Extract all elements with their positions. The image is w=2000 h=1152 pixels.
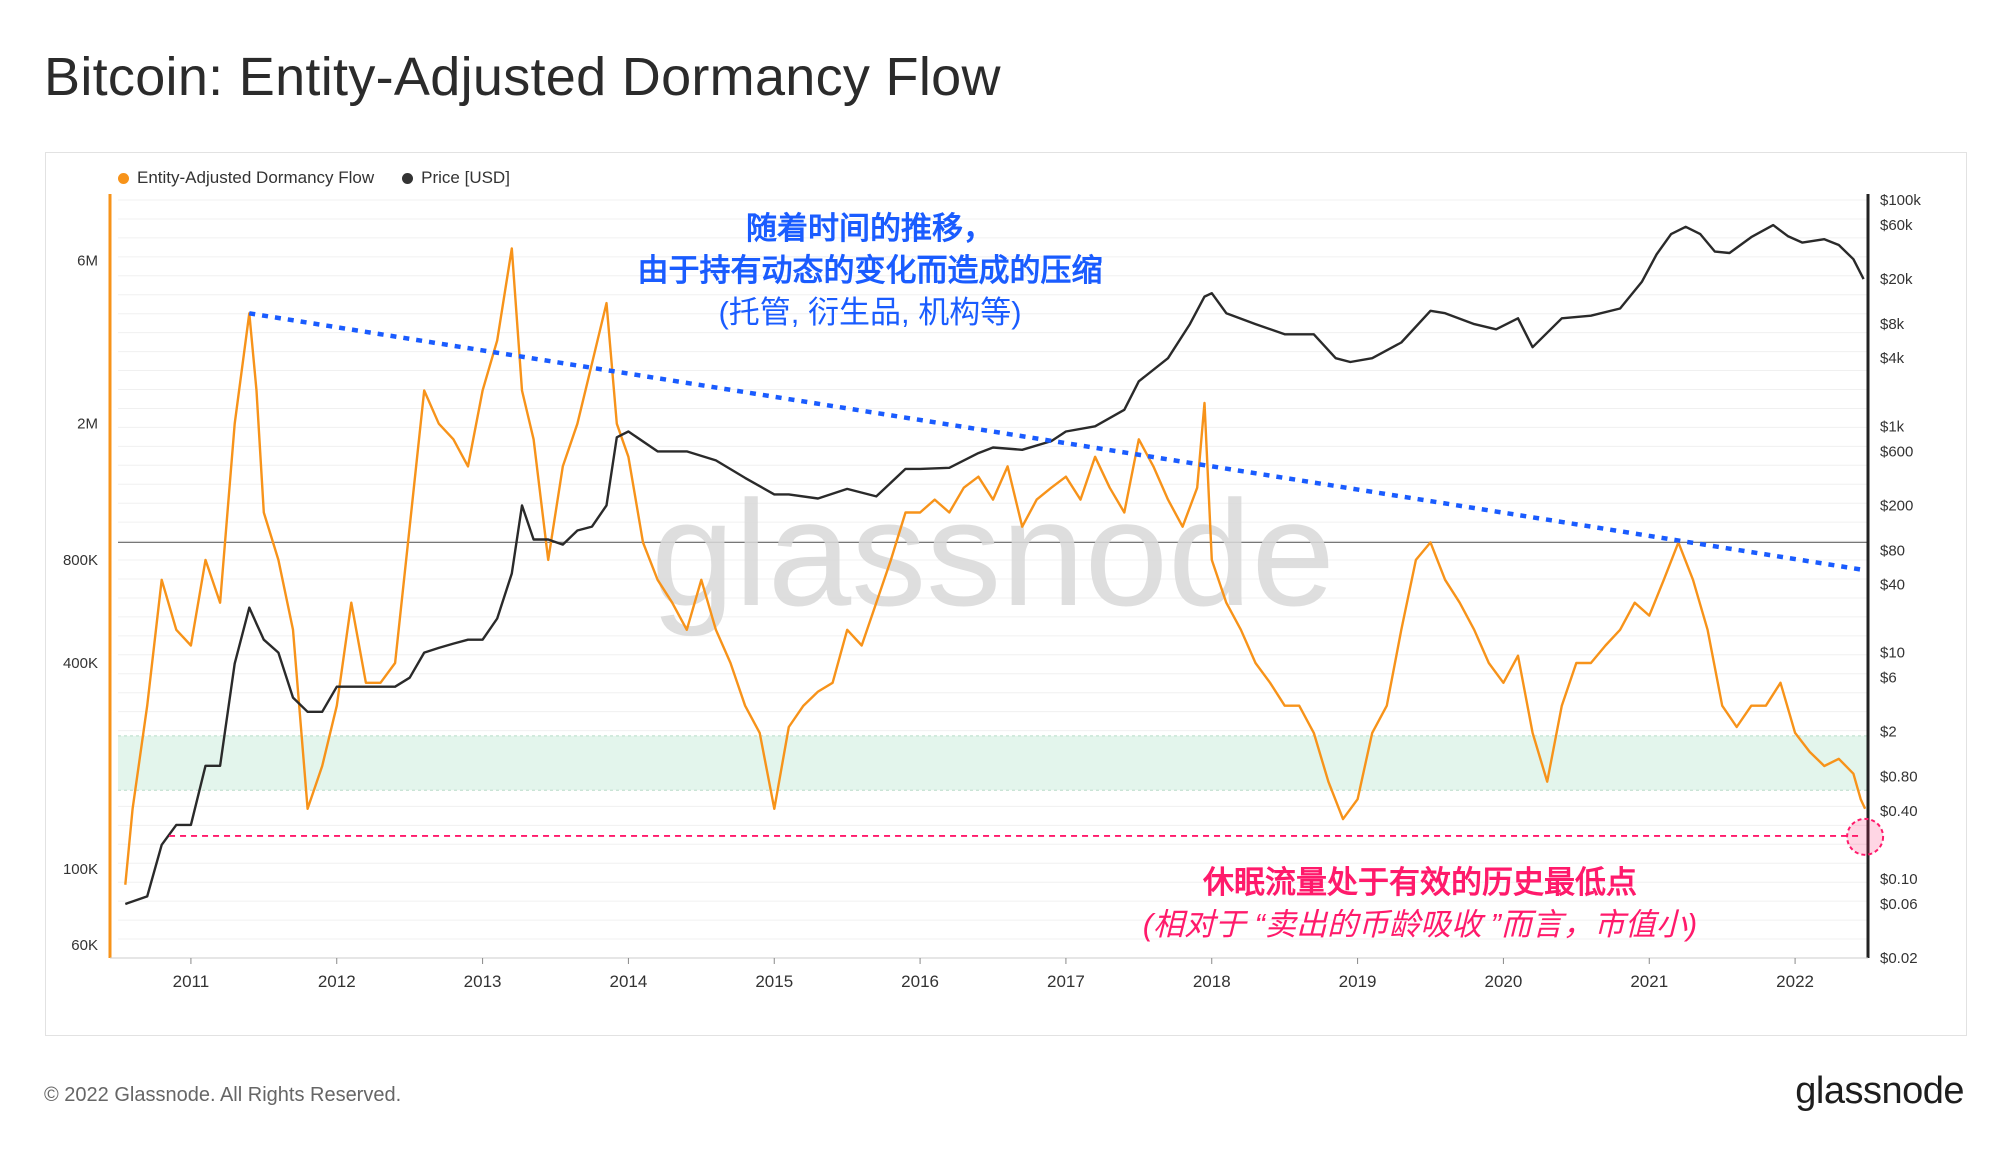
y-right-tick-label: $4k — [1880, 350, 1905, 367]
legend-dot-dormancy — [118, 172, 129, 184]
x-tick-label: 2021 — [1630, 972, 1668, 991]
x-tick-label: 2017 — [1047, 972, 1085, 991]
x-tick-label: 2016 — [901, 972, 939, 991]
x-tick-label: 2015 — [755, 972, 793, 991]
x-tick-label: 2019 — [1339, 972, 1377, 991]
y-left-tick-label: 800K — [63, 552, 98, 569]
y-right-tick-label: $100k — [1880, 192, 1921, 209]
page-title: Bitcoin: Entity-Adjusted Dormancy Flow — [44, 47, 1001, 107]
y-left-tick-label: 100K — [63, 861, 98, 878]
y-right-tick-label: $1k — [1880, 418, 1905, 435]
y-right-tick-label: $6 — [1880, 670, 1897, 687]
x-tick-label: 2012 — [318, 972, 356, 991]
low-annotation-line2: (相对于 “卖出的币龄吸收 ”而言，市值小) — [1142, 907, 1698, 942]
y-right-tick-label: $0.06 — [1880, 896, 1918, 913]
legend-item-dormancy[interactable]: Entity-Adjusted Dormancy Flow — [118, 168, 374, 188]
low-band — [118, 735, 1868, 791]
y-right-tick-label: $0.02 — [1880, 950, 1918, 967]
y-right-tick-label: $60k — [1880, 217, 1913, 234]
x-tick-label: 2014 — [610, 972, 648, 991]
low-annotation-line1: 休眠流量处于有效的历史最低点 — [1203, 865, 1637, 900]
current-low-highlight — [1846, 817, 1885, 856]
y-left-tick-label: 60K — [71, 937, 98, 954]
x-tick-label: 2018 — [1193, 972, 1231, 991]
y-left-tick-label: 6M — [77, 252, 98, 269]
y-right-tick-label: $0.80 — [1880, 769, 1918, 786]
chart-legend: Entity-Adjusted Dormancy Flow Price [USD… — [118, 168, 510, 188]
y-right-tick-label: $600 — [1880, 443, 1913, 460]
legend-label-dormancy: Entity-Adjusted Dormancy Flow — [137, 168, 375, 187]
trend-annotation-line2: 由于持有动态的变化而造成的压缩 — [637, 253, 1103, 288]
y-right-tick-label: $8k — [1880, 316, 1905, 333]
legend-item-price[interactable]: Price [USD] — [402, 168, 510, 188]
y-right-tick-label: $200 — [1880, 497, 1913, 514]
y-right-tick-label: $80 — [1880, 542, 1905, 559]
chart-frame — [45, 152, 1967, 1036]
legend-dot-price — [402, 172, 414, 184]
y-right-tick-label: $0.40 — [1880, 803, 1918, 820]
y-right-tick-label: $20k — [1880, 271, 1913, 288]
x-tick-label: 2013 — [464, 972, 502, 991]
y-right-tick-label: $10 — [1880, 645, 1905, 662]
y-left-tick-label: 2M — [77, 416, 98, 433]
glassnode-logo[interactable]: glassnode — [1795, 1070, 1964, 1112]
trend-annotation-line1: 随着时间的推移， — [746, 211, 994, 246]
dormancy-flow-line — [124, 247, 1867, 885]
y-right-tick-label: $0.10 — [1880, 871, 1918, 888]
x-tick-label: 2011 — [173, 972, 210, 991]
price-line — [124, 223, 1865, 906]
x-tick-label: 2020 — [1485, 972, 1523, 991]
trend-annotation: 随着时间的推移， 由于持有动态的变化而造成的压缩 (托管, 衍生品, 机构等) — [560, 208, 1180, 334]
copyright-text: © 2022 Glassnode. All Rights Reserved. — [44, 1084, 402, 1106]
y-right-tick-label: $2 — [1880, 724, 1897, 741]
legend-label-price: Price [USD] — [421, 168, 510, 187]
y-left-tick-label: 400K — [63, 655, 98, 672]
y-right-tick-label: $40 — [1880, 576, 1905, 593]
x-tick-label: 2022 — [1776, 972, 1814, 991]
trend-annotation-line3: (托管, 衍生品, 机构等) — [718, 295, 1022, 330]
low-annotation: 休眠流量处于有效的历史最低点 (相对于 “卖出的币龄吸收 ”而言，市值小) — [1080, 862, 1760, 946]
